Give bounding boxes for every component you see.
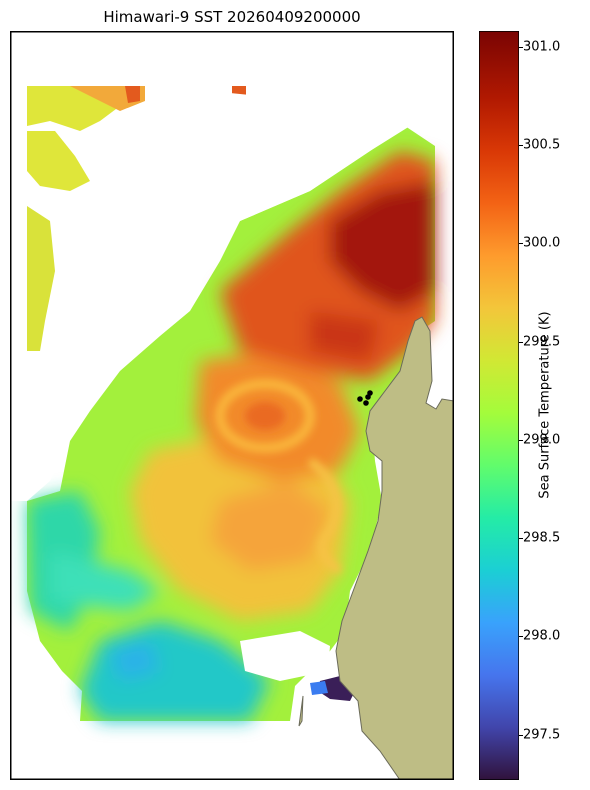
colorbar	[479, 31, 519, 780]
colorbar-tick-mark	[519, 636, 523, 638]
missing-data-south	[240, 631, 330, 681]
colorbar-tick-mark	[519, 538, 523, 540]
sst-cool-south	[80, 621, 270, 721]
colorbar-tick-label: 300.5	[523, 137, 561, 153]
sst-hot-streak	[310, 311, 380, 361]
missing-data-north	[80, 91, 410, 311]
sst-swirl	[215, 379, 343, 575]
sst-cool-patch	[110, 641, 160, 681]
colorbar-tick-mark	[519, 341, 523, 343]
colorbar-tick-label: 298.0	[523, 628, 561, 644]
plot-title: Himawari-9 SST 20260409200000	[103, 8, 361, 26]
station-marker	[367, 390, 373, 396]
land-mass	[335, 316, 454, 780]
island	[298, 695, 304, 727]
colorbar-tick-mark	[519, 145, 523, 147]
colorbar-tick-mark	[519, 46, 523, 48]
station-marker	[363, 400, 369, 406]
colorbar-tick-label: 301.0	[523, 39, 561, 55]
colorbar-gradient	[479, 31, 519, 780]
station-markers	[357, 390, 373, 406]
sst-blue-patch	[310, 681, 328, 695]
colorbar-label: Sea Surface Temperature (K)	[537, 311, 553, 499]
station-marker	[357, 396, 363, 402]
colorbar-tick-mark	[519, 243, 523, 245]
colorbar-tick-label: 298.5	[523, 530, 561, 546]
sst-field	[10, 86, 435, 721]
sst-warm-core	[210, 481, 330, 571]
colorbar-tick-mark	[519, 734, 523, 736]
colorbar-tick-mark	[519, 439, 523, 441]
sst-cyan-strip	[50, 551, 160, 611]
colorbar-tick-label: 299.0	[523, 432, 561, 448]
map-border	[10, 31, 454, 780]
colorbar-tick-label: 297.5	[523, 727, 561, 743]
sst-map	[10, 31, 454, 780]
colorbar-tick-label: 299.5	[523, 334, 561, 350]
colorbar-tick-label: 300.0	[523, 235, 561, 251]
sst-hot-core	[330, 181, 435, 311]
missing-data-west	[10, 361, 70, 501]
